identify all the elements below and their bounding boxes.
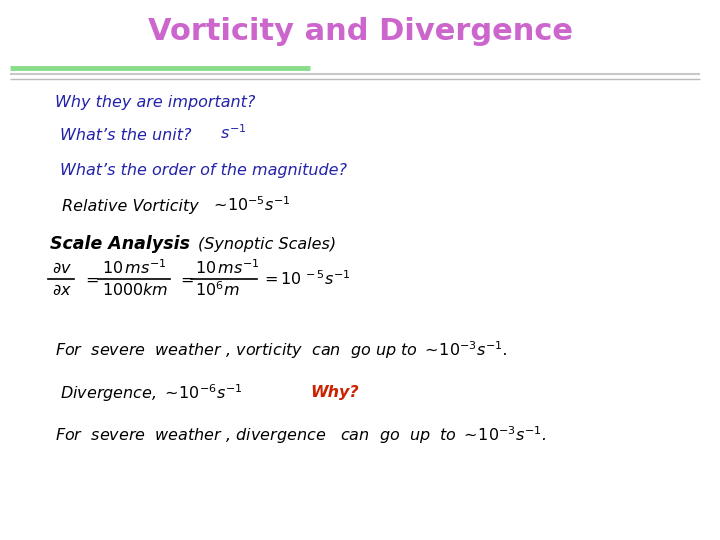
- Text: $1000km$: $1000km$: [102, 282, 168, 298]
- Text: $=$: $=$: [82, 272, 99, 287]
- Text: Why they are important?: Why they are important?: [55, 96, 256, 111]
- Text: (Synoptic Scales): (Synoptic Scales): [198, 237, 336, 252]
- Text: For  severe  weather , vorticity  can  go up to $\sim\!10^{-3}s^{-1}$.: For severe weather , vorticity can go up…: [55, 339, 508, 361]
- Text: $10^6m$: $10^6m$: [195, 281, 240, 299]
- Text: What’s the unit?: What’s the unit?: [60, 127, 192, 143]
- Text: $\sim\!10^{-5}s^{-1}$: $\sim\!10^{-5}s^{-1}$: [210, 195, 291, 214]
- Text: $10\,ms^{-1}$: $10\,ms^{-1}$: [195, 259, 260, 278]
- Text: Why?: Why?: [310, 386, 359, 401]
- Text: $\partial x$: $\partial x$: [52, 282, 72, 298]
- Text: What’s the order of the magnitude?: What’s the order of the magnitude?: [60, 163, 347, 178]
- Text: Relative Vorticity: Relative Vorticity: [62, 199, 199, 214]
- Text: $s^{-1}$: $s^{-1}$: [220, 124, 246, 143]
- Text: Scale Analysis: Scale Analysis: [50, 235, 190, 253]
- Text: $\partial v$: $\partial v$: [52, 260, 72, 275]
- Text: For  severe  weather , divergence   can  go  up  to $\sim\!10^{-3}s^{-1}$.: For severe weather , divergence can go u…: [55, 424, 546, 446]
- Text: $=$: $=$: [177, 272, 194, 287]
- Text: $= 10^{\,-5}s^{-1}$: $= 10^{\,-5}s^{-1}$: [261, 269, 351, 288]
- Text: Divergence, $\sim\!10^{-6}s^{-1}$: Divergence, $\sim\!10^{-6}s^{-1}$: [60, 382, 243, 404]
- Text: $10\,ms^{-1}$: $10\,ms^{-1}$: [102, 259, 167, 278]
- Text: Vorticity and Divergence: Vorticity and Divergence: [148, 17, 572, 46]
